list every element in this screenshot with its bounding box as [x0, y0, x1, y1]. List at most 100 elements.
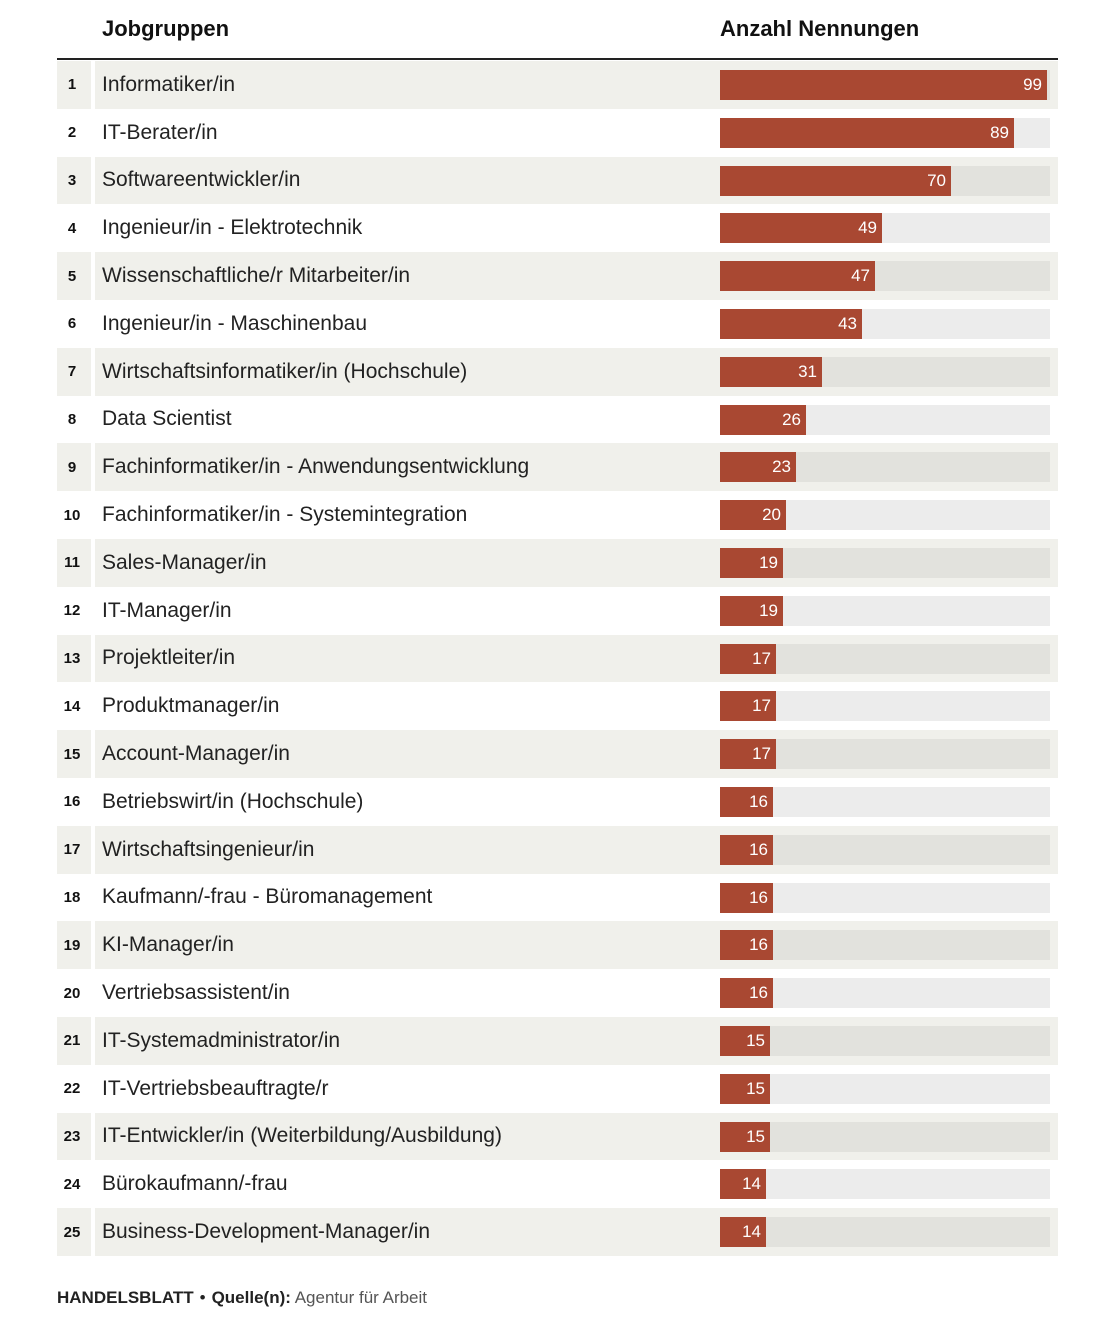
table-row: 6 Ingenieur/in - Maschinenbau 43: [57, 299, 1058, 348]
bar-track: 17: [720, 739, 1050, 770]
table-row: 18 Kaufmann/-frau - Büromanagement 16: [57, 873, 1058, 922]
table-header: Jobgruppen Anzahl Nennungen: [57, 0, 1058, 60]
bar: [720, 452, 796, 483]
bar-value-label: 16: [749, 791, 768, 811]
category-label: Projektleiter/in: [102, 646, 236, 670]
rank-separator: [91, 108, 95, 157]
rank-number: 9: [67, 458, 77, 476]
rank-number: 19: [63, 936, 81, 954]
table-row: 3 Softwareentwickler/in 70: [57, 156, 1058, 205]
rank-number: 1: [67, 76, 77, 94]
rank-separator: [91, 395, 95, 444]
table-row: 13 Projektleiter/in 17: [57, 634, 1058, 683]
bar-value-label: 20: [762, 505, 781, 525]
bar: [720, 356, 822, 387]
bar-track: 14: [720, 1169, 1050, 1200]
header-divider: [57, 58, 1058, 60]
bar-track: 15: [720, 1025, 1050, 1056]
bar: [720, 1121, 770, 1152]
rank-number: 17: [63, 841, 81, 859]
bar: [720, 213, 882, 244]
category-label: Fachinformatiker/in - Anwendungsentwickl…: [102, 455, 530, 479]
bar-value-label: 43: [838, 313, 857, 333]
bar-track: 15: [720, 1073, 1050, 1104]
category-label: Account-Manager/in: [102, 742, 290, 766]
bar-value-label: 16: [749, 839, 768, 859]
bar: [720, 691, 776, 722]
rank-separator: [91, 204, 95, 253]
rank-number: 21: [63, 1032, 81, 1050]
chart-footer: HANDELSBLATT • Quelle(n): Agentur für Arbe…: [57, 1288, 427, 1308]
rank-separator: [91, 538, 95, 587]
rank-separator: [91, 299, 95, 348]
table-row: 16 Betriebswirt/in (Hochschule) 16: [57, 777, 1058, 826]
bar: [720, 834, 773, 865]
rank-separator: [91, 252, 95, 300]
rank-separator: [91, 682, 95, 731]
rank-number: 14: [63, 697, 81, 715]
category-label: KI-Manager/in: [102, 933, 234, 957]
bar: [720, 165, 951, 196]
category-label: Kaufmann/-frau - Büromanagement: [102, 885, 433, 909]
bar-track: 31: [720, 356, 1050, 387]
bar-track: 17: [720, 643, 1050, 674]
bar-value-label: 31: [798, 361, 817, 381]
bar-track: 20: [720, 500, 1050, 531]
bar: [720, 500, 786, 531]
bar: [720, 1169, 766, 1200]
bar-value-label: 99: [1023, 75, 1042, 94]
bar: [720, 882, 773, 913]
bar-track: 14: [720, 1217, 1050, 1248]
category-label: IT-Vertriebsbeauftragte/r: [102, 1076, 329, 1100]
bar-track: 43: [720, 308, 1050, 339]
table-row: 9 Fachinformatiker/in - Anwendungsentwick…: [57, 443, 1058, 492]
rank-separator: [91, 777, 95, 826]
bar-track: 89: [720, 117, 1050, 148]
rank-number: 12: [63, 602, 81, 620]
bar-value-label: 89: [990, 122, 1009, 142]
rank-separator: [91, 61, 95, 109]
bar: [720, 643, 776, 674]
table-row: 17 Wirtschaftsingenieur/in 16: [57, 825, 1058, 874]
rank-number: 8: [67, 410, 77, 428]
rank-number: 3: [67, 171, 77, 189]
bar-track: 49: [720, 213, 1050, 244]
table-row: 19 KI-Manager/in 16: [57, 921, 1058, 970]
rank-separator: [91, 634, 95, 683]
bar-track: 16: [720, 834, 1050, 865]
category-label: Softwareentwickler/in: [102, 168, 301, 192]
bar: [720, 978, 773, 1009]
bar: [720, 1217, 766, 1248]
category-label: Produktmanager/in: [102, 694, 280, 718]
rank-number: 13: [63, 649, 81, 667]
rank-number: 20: [63, 984, 81, 1002]
table-row: 4 Ingenieur/in - Elektrotechnik 49: [57, 204, 1058, 253]
bar-value-label: 49: [858, 218, 877, 238]
rank-separator: [91, 491, 95, 539]
bar-track: 23: [720, 452, 1050, 483]
brand-label: HANDELSBLATT: [57, 1288, 194, 1307]
category-label: IT-Manager/in: [102, 598, 232, 622]
source-text: Agentur für Arbeit: [294, 1288, 428, 1307]
bar: [720, 117, 1014, 148]
bar-value-label: 17: [752, 648, 771, 668]
rank-number: 10: [63, 506, 81, 524]
bar: [720, 786, 773, 817]
rank-number: 4: [67, 219, 77, 237]
category-label: Betriebswirt/in (Hochschule): [102, 789, 364, 813]
rank-separator: [91, 347, 95, 396]
column-header-jobgroups: Jobgruppen: [102, 16, 230, 41]
bar: [720, 308, 862, 339]
rank-number: 18: [63, 888, 81, 906]
category-label: Wirtschaftsinformatiker/in (Hochschule): [102, 359, 468, 383]
rank-separator: [91, 1064, 95, 1113]
bar: [720, 1025, 770, 1056]
table-row: 5 Wissenschaftliche/r Mitarbeiter/in 47: [57, 252, 1058, 300]
bar-track: 17: [720, 691, 1050, 722]
table-row: 14 Produktmanager/in 17: [57, 682, 1058, 731]
category-label: Informatiker/in: [102, 72, 236, 96]
category-label: Wirtschaftsingenieur/in: [102, 837, 315, 861]
bar-track: 70: [720, 165, 1050, 196]
category-label: Fachinformatiker/in - Systemintegration: [102, 503, 468, 527]
rank-separator: [91, 873, 95, 922]
